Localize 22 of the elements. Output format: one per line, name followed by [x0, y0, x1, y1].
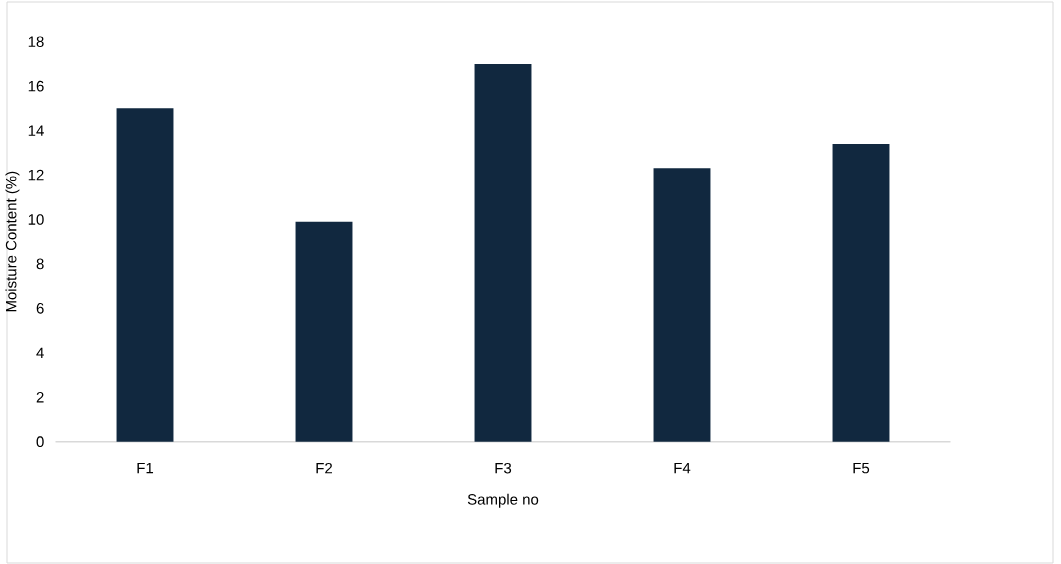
y-tick-label: 4: [36, 347, 44, 358]
x-tick-label: F4: [674, 462, 691, 474]
y-tick-label: 2: [36, 392, 44, 403]
x-axis-title: Sample no: [467, 493, 539, 508]
y-tick-label: 18: [28, 36, 44, 47]
y-tick-label: 10: [28, 214, 44, 225]
y-tick-label: 14: [28, 125, 44, 136]
y-tick-label: 6: [36, 303, 44, 314]
x-tick-label: F1: [137, 462, 154, 474]
bar: [116, 108, 174, 442]
y-tick-label: 16: [28, 80, 44, 92]
y-tick-label: 8: [36, 258, 44, 270]
y-tick-label: 0: [36, 436, 44, 447]
bar: [653, 168, 711, 442]
x-tick-label: F3: [495, 462, 512, 474]
y-tick-label: 12: [28, 169, 44, 181]
bar: [295, 221, 353, 442]
bar: [832, 143, 890, 442]
x-tick-label: F2: [316, 462, 333, 474]
bar: [474, 63, 532, 442]
y-axis-title: Moisture Content (%): [5, 171, 20, 312]
x-tick-label: F5: [853, 462, 870, 474]
